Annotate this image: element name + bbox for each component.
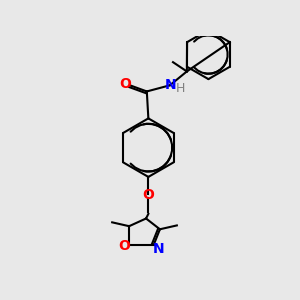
Text: H: H (176, 82, 185, 95)
Text: N: N (165, 77, 176, 92)
Text: N: N (153, 242, 164, 256)
Text: O: O (118, 239, 130, 253)
Text: O: O (119, 77, 131, 91)
Text: O: O (142, 188, 154, 202)
